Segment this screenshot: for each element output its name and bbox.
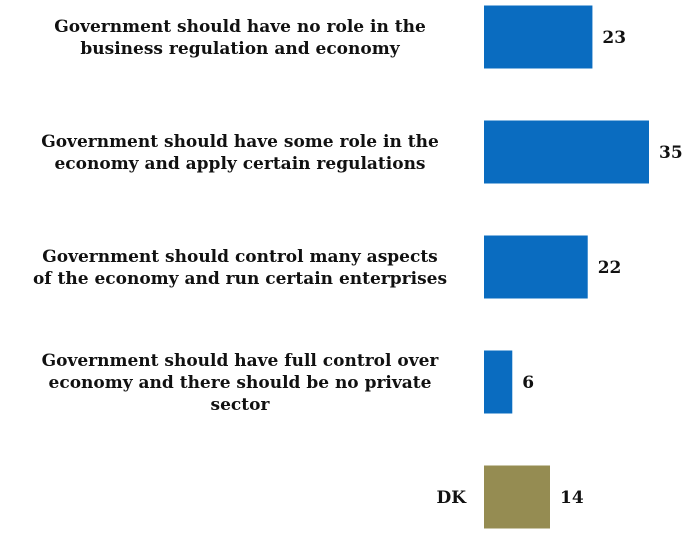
category-label-2-line-1: of the economy and run certain enterpris… (33, 269, 447, 289)
bar-4 (484, 465, 550, 529)
value-label-0: 23 (602, 28, 626, 48)
category-label-0: Government should have no role in the bus… (54, 17, 426, 59)
bar-3 (484, 350, 513, 414)
category-label-2-line-0: Government should control many aspects (42, 247, 438, 267)
bar-0 (484, 5, 593, 69)
category-label-4-line-0: DK (436, 488, 467, 508)
category-label-3-line-0: Government should have full control over (42, 351, 440, 371)
category-label-3-line-2: sector (211, 395, 271, 415)
category-label-0-line-1: business regulation and economy (80, 39, 400, 59)
value-label-2: 22 (598, 258, 622, 278)
category-label-3: Government should have full control over… (42, 351, 440, 415)
value-label-4: 14 (560, 488, 584, 508)
bar-1 (484, 120, 649, 184)
value-label-3: 6 (522, 373, 534, 393)
category-label-1-line-1: economy and apply certain regulations (54, 154, 425, 174)
value-label-1: 35 (659, 143, 683, 163)
category-label-4: DK (436, 488, 467, 508)
category-label-2: Government should control many aspects of… (33, 247, 447, 289)
category-label-1: Government should have some role in the e… (41, 132, 439, 174)
bar-2 (484, 235, 588, 299)
category-label-1-line-0: Government should have some role in the (41, 132, 439, 152)
category-label-0-line-0: Government should have no role in the (54, 17, 426, 37)
category-label-3-line-1: economy and there should be no private (49, 373, 432, 393)
